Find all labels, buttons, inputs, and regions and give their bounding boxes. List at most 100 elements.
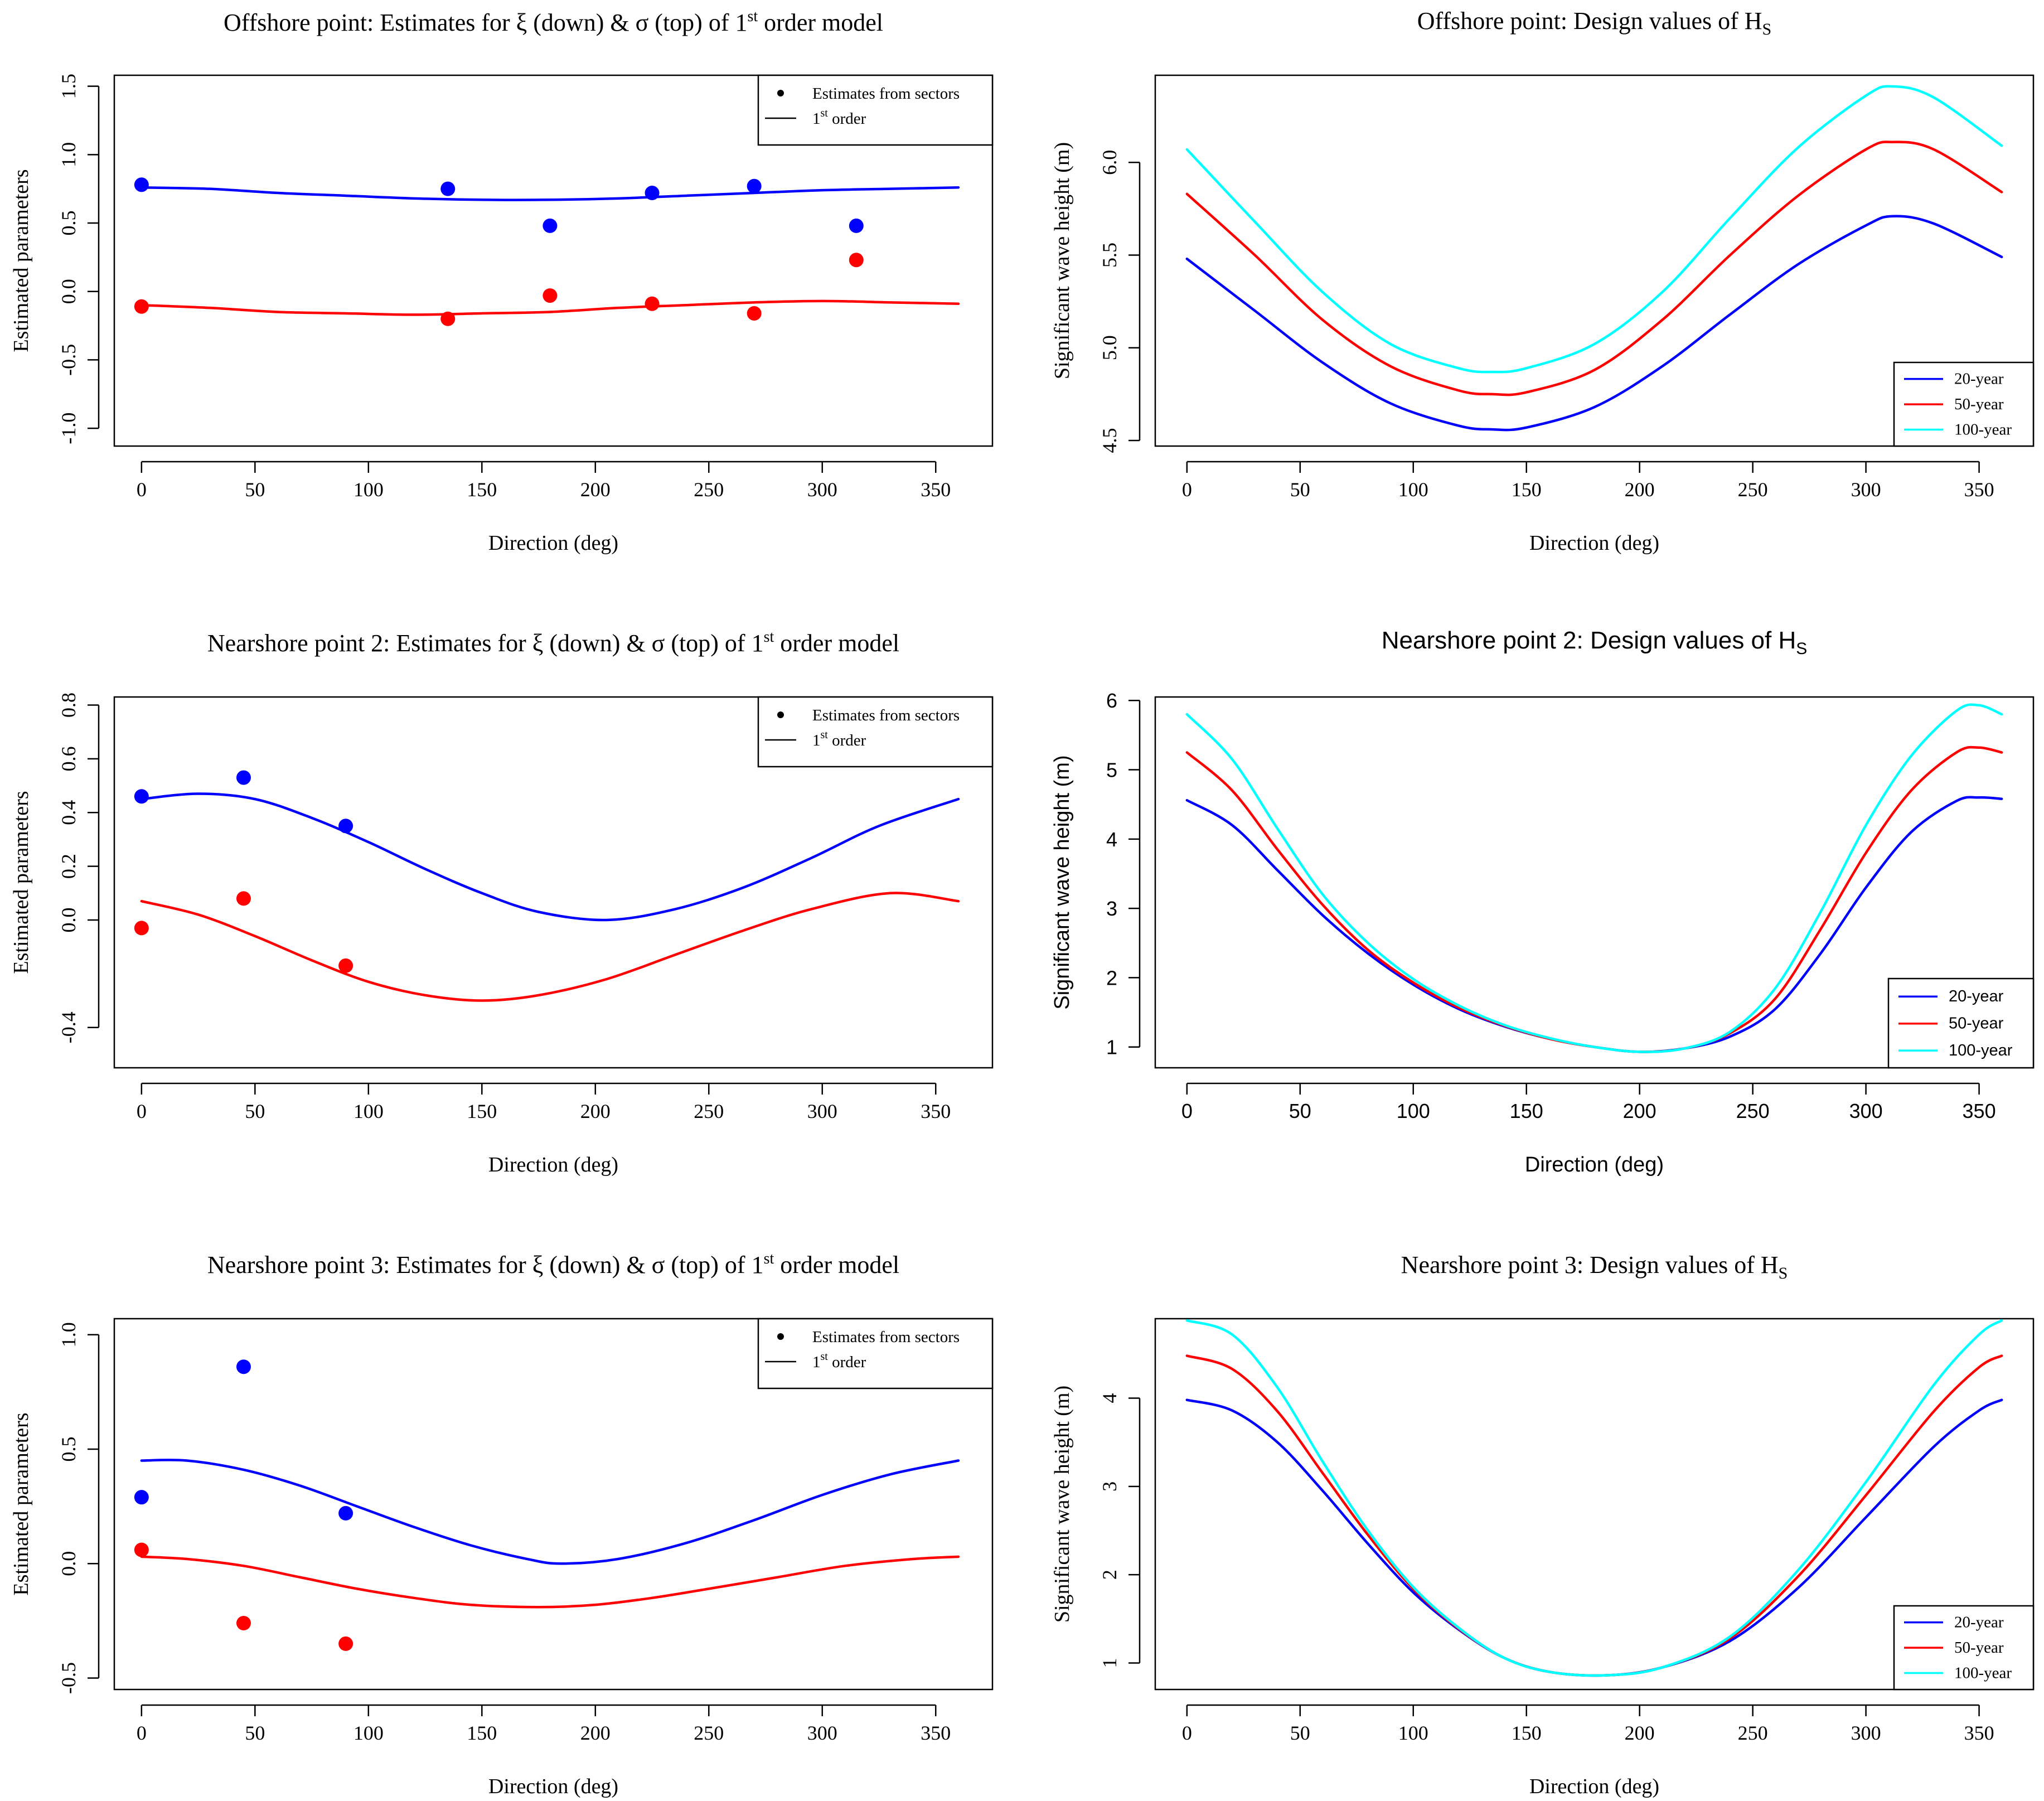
plot-area: [1185, 85, 2003, 432]
y-tick-label: 3: [1106, 897, 1117, 920]
plot-area: [134, 1359, 960, 1651]
legend: Estimates from sectors 1st order: [757, 74, 994, 146]
x-tick-label: 0: [1182, 1722, 1192, 1744]
legend-label-50-year: 50-year: [1954, 395, 2004, 413]
x-tick-label: 150: [1512, 478, 1542, 501]
x-tick-label: 250: [694, 478, 724, 501]
data-point-sigma-top-estimates: [543, 218, 558, 233]
x-tick-label: 300: [807, 1722, 837, 1744]
legend-label: Estimates from sectors: [812, 706, 960, 724]
x-axis-label: Direction (deg): [1529, 531, 1659, 555]
y-tick-label: 4.5: [1098, 428, 1121, 453]
legend: 20-year 50-year 100-year: [1887, 977, 2035, 1069]
chart-title: Nearshore point 2: Estimates for ξ (down…: [207, 628, 899, 657]
legend-label-superscript: st: [821, 729, 829, 741]
series-line-xi-1st-order: [140, 1555, 960, 1609]
data-point-xi-down-estimates: [645, 296, 660, 311]
legend-label-text-end: order: [828, 732, 866, 749]
x-tick-label: 150: [467, 1722, 497, 1744]
x-tick-label: 150: [1512, 1722, 1542, 1744]
x-tick-label: 100: [1397, 1100, 1430, 1122]
panel-p4: Nearshore point 2: Design values of HS 0 5…: [1050, 627, 2035, 1177]
y-tick-label: 3: [1098, 1482, 1121, 1492]
x-tick-label: 200: [1625, 478, 1655, 501]
legend: Estimates from sectors 1st order: [757, 1318, 994, 1390]
chart-title: Nearshore point 3: Estimates for ξ (down…: [207, 1250, 899, 1279]
chart-title-text: Offshore point: Estimates for ξ (down) &…: [224, 9, 747, 36]
series-line-sigma-1st-order: [140, 186, 960, 201]
panel-p5: Nearshore point 3: Estimates for ξ (down…: [9, 1250, 994, 1798]
plot-frame: [1154, 1318, 2035, 1691]
x-tick-label: 300: [807, 478, 837, 501]
x-tick-label: 50: [1290, 478, 1310, 501]
x-tick-label: 300: [1851, 1722, 1881, 1744]
data-point-xi-down-estimates: [543, 288, 558, 303]
legend-marker-dot: [777, 1333, 784, 1340]
x-tick-label: 150: [467, 478, 497, 501]
legend-label: 1st order: [812, 729, 866, 749]
chart-title-subscript: S: [1779, 1264, 1788, 1282]
data-point-sigma-top-estimates: [236, 1359, 251, 1374]
data-point-sigma-top-estimates: [236, 770, 251, 785]
chart-title-superscript: st: [747, 8, 758, 25]
legend-box: [757, 1318, 994, 1390]
x-tick-label: 100: [353, 1100, 384, 1122]
series-line-100-year: [1185, 85, 2003, 374]
chart-title-subscript: S: [1796, 640, 1807, 658]
y-tick-label: 0.0: [57, 1551, 80, 1576]
y-axis-label: Significant wave height (m): [1050, 755, 1074, 1009]
y-tick-label: 6: [1106, 689, 1117, 712]
legend-label-text: Estimates from sectors: [812, 85, 960, 103]
plot-area: [1185, 1319, 2003, 1677]
legend-box: [757, 74, 994, 146]
legend-label-superscript: st: [821, 1350, 829, 1363]
y-tick-label: 5.5: [1098, 243, 1121, 268]
legend-marker-dot: [777, 90, 784, 96]
chart-title: Offshore point: Estimates for ξ (down) &…: [224, 8, 883, 36]
x-tick-label: 150: [1510, 1100, 1543, 1122]
series-line-xi-1st-order: [140, 892, 960, 1002]
x-tick-label: 300: [807, 1100, 837, 1122]
series-line-20-year: [1185, 215, 2003, 432]
chart-title-superscript: st: [764, 1250, 774, 1267]
x-axis-label: Direction (deg): [1525, 1153, 1664, 1177]
data-point-xi-down-estimates: [134, 1542, 149, 1557]
data-point-sigma-top-estimates: [134, 177, 149, 192]
x-tick-label: 0: [137, 478, 147, 501]
plot-frame: [1154, 74, 2035, 447]
x-tick-label: 250: [1738, 478, 1768, 501]
x-tick-label: 200: [1625, 1722, 1655, 1744]
legend-label-20-year: 20-year: [1954, 370, 2004, 388]
legend: 20-year 50-year 100-year: [1893, 1605, 2035, 1691]
y-tick-label: 2: [1098, 1570, 1121, 1580]
x-tick-label: 0: [1182, 478, 1192, 501]
chart-title: Offshore point: Design values of HS: [1417, 7, 1771, 38]
legend-label-text-end: order: [828, 1353, 866, 1371]
x-tick-label: 50: [245, 478, 265, 501]
chart-title-text-end: order model: [774, 1251, 899, 1279]
data-point-xi-down-estimates: [134, 921, 149, 936]
x-tick-label: 200: [1623, 1100, 1656, 1122]
y-tick-label: 1.5: [57, 74, 80, 99]
y-axis-label: Estimated parameters: [9, 169, 33, 352]
x-tick-label: 350: [921, 1722, 951, 1744]
legend-label: 1st order: [812, 1350, 866, 1371]
x-tick-label: 150: [467, 1100, 497, 1122]
x-tick-label: 50: [1290, 1722, 1310, 1744]
x-tick-label: 100: [1398, 1722, 1428, 1744]
x-tick-label: 300: [1849, 1100, 1883, 1122]
series-line-100-year: [1185, 1319, 2003, 1677]
x-tick-label: 50: [245, 1100, 265, 1122]
panel-p3: Nearshore point 2: Estimates for ξ (down…: [9, 628, 994, 1177]
chart-title-text: Nearshore point 3: Estimates for ξ (down…: [207, 1251, 764, 1279]
plot-frame: [1154, 696, 2035, 1069]
x-tick-label: 200: [580, 1100, 611, 1122]
x-tick-label: 200: [580, 1722, 611, 1744]
series-line-100-year: [1185, 703, 2003, 1053]
legend-label: 1st order: [812, 107, 866, 128]
data-point-xi-down-estimates: [134, 299, 149, 314]
panel-p6: Nearshore point 3: Design values of HS 0 5…: [1050, 1251, 2035, 1798]
x-tick-label: 0: [137, 1722, 147, 1744]
legend-label-100-year: 100-year: [1954, 421, 2012, 439]
x-axis-label: Direction (deg): [488, 531, 618, 555]
